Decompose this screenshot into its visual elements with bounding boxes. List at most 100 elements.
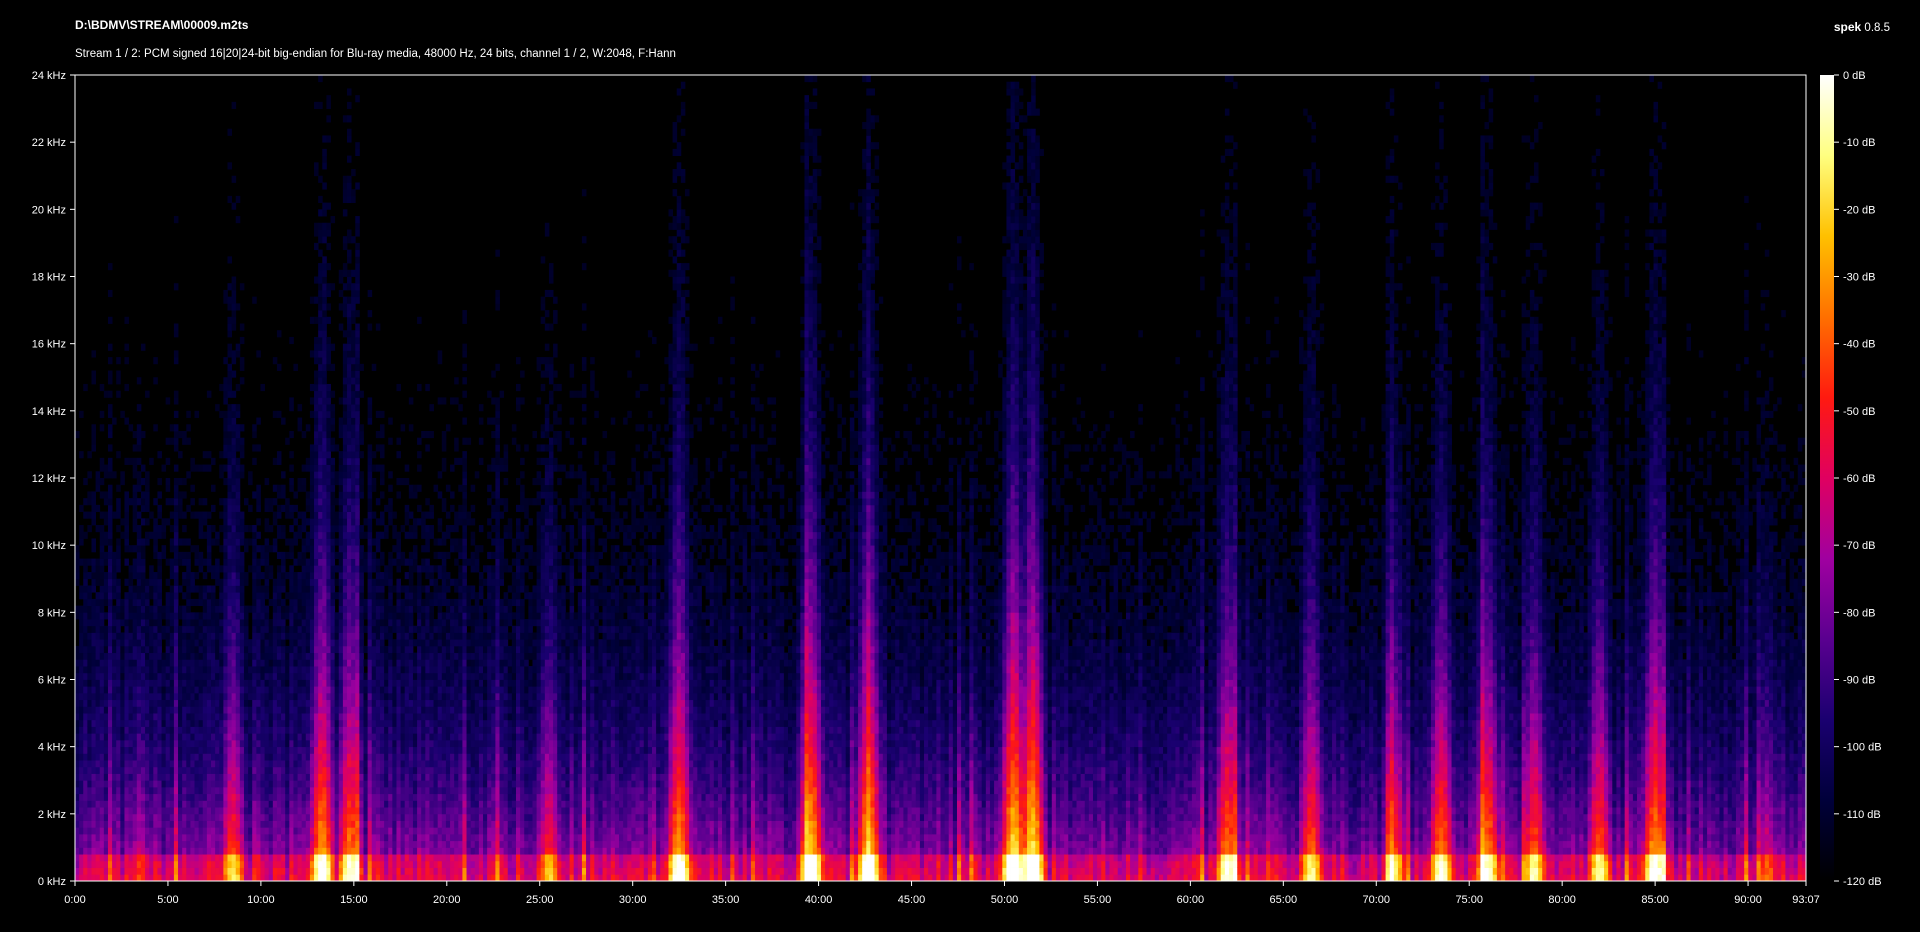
spectrogram-column bbox=[206, 390, 212, 882]
spectrogram-column bbox=[717, 316, 723, 882]
spectrogram-column bbox=[190, 457, 195, 882]
spectrogram-column bbox=[355, 95, 360, 882]
spectrogram-column bbox=[491, 370, 496, 882]
spectrogram-column bbox=[1455, 518, 1461, 882]
spectrogram-column bbox=[1690, 464, 1696, 882]
spectrogram-column bbox=[878, 296, 884, 882]
spectrogram-column bbox=[1661, 122, 1667, 882]
spectrogram-column bbox=[474, 471, 480, 882]
spectrogram-column bbox=[1138, 330, 1143, 882]
spectrogram-column bbox=[763, 444, 768, 882]
spectrogram-column bbox=[1233, 81, 1238, 882]
spectrogram-column bbox=[248, 471, 253, 882]
spectrogram-column bbox=[91, 350, 97, 882]
spectrogram-column bbox=[165, 397, 171, 882]
spectrogram-column bbox=[1550, 390, 1555, 882]
spectrogram-column bbox=[907, 363, 913, 882]
spectrogram-column bbox=[1711, 410, 1716, 882]
spectrogram-column bbox=[1241, 430, 1246, 882]
spectrogram-column bbox=[833, 464, 838, 882]
spectrogram-column bbox=[1773, 404, 1778, 882]
spectrogram-column bbox=[379, 410, 385, 882]
spectrogram-column bbox=[1402, 323, 1407, 882]
spectrogram-column bbox=[1472, 397, 1477, 882]
spectrogram-column bbox=[1080, 410, 1086, 882]
spectrogram-column bbox=[1047, 585, 1053, 882]
spectrogram-column bbox=[886, 437, 892, 882]
spectrogram-column bbox=[520, 370, 525, 882]
spectrogram-column bbox=[610, 417, 616, 882]
y-tick-label: 22 kHz bbox=[32, 137, 66, 149]
spectrogram-column bbox=[1604, 269, 1609, 882]
spectrogram-column bbox=[994, 410, 999, 882]
spectrogram-column bbox=[1158, 437, 1164, 882]
spectrogram-column bbox=[466, 437, 472, 882]
x-tick-label: 70:00 bbox=[1363, 894, 1391, 906]
spectrogram-column bbox=[540, 256, 546, 882]
spectrogram-column bbox=[450, 397, 455, 882]
spectrogram-column bbox=[932, 383, 937, 882]
db-tick-label: 0 dB bbox=[1843, 70, 1866, 82]
spectrogram-column bbox=[1253, 357, 1259, 882]
spectrogram-column bbox=[1266, 330, 1271, 882]
x-tick-label: 93:07 bbox=[1792, 894, 1820, 906]
spectrogram-column bbox=[726, 504, 731, 882]
spectrogram-column bbox=[643, 383, 649, 882]
spectrogram-column bbox=[289, 336, 294, 882]
spectrogram-column bbox=[936, 390, 941, 882]
spectrogram-column bbox=[1014, 81, 1020, 882]
spectrogram-column bbox=[1488, 88, 1494, 882]
spectrogram-column bbox=[1665, 377, 1671, 882]
spectrogram-column bbox=[1286, 430, 1292, 882]
spectrogram-column bbox=[1257, 451, 1263, 882]
spectrogram-column bbox=[1220, 155, 1226, 882]
spectrogram-column bbox=[792, 525, 797, 882]
spectrogram-column bbox=[1439, 101, 1444, 882]
spectrogram-column bbox=[1327, 457, 1333, 882]
spectrogram-column bbox=[660, 383, 665, 882]
spectrogram-column bbox=[734, 417, 739, 882]
spectrogram-column bbox=[1072, 417, 1077, 882]
spectrogram-column bbox=[322, 135, 327, 882]
spectrogram-column bbox=[722, 424, 727, 882]
spectrogram-column bbox=[79, 410, 84, 882]
spectrogram-column bbox=[849, 202, 855, 882]
spectrogram-column bbox=[260, 383, 265, 882]
spectrogram-column bbox=[1748, 491, 1753, 882]
spectrogram-column bbox=[672, 122, 678, 882]
spectrogram-column bbox=[252, 296, 257, 882]
spectrogram-column bbox=[1179, 457, 1185, 882]
db-tick-label: -30 dB bbox=[1843, 272, 1875, 284]
spectrogram-column bbox=[1348, 484, 1354, 882]
spectrogram-column bbox=[1781, 310, 1786, 882]
spectrogram-column bbox=[75, 430, 80, 882]
spectrogram-column bbox=[136, 377, 142, 882]
spectrogram-column bbox=[417, 316, 422, 882]
spectrogram-column bbox=[1229, 75, 1234, 882]
spectrogram-column bbox=[1686, 323, 1691, 882]
spectrogram-column bbox=[281, 417, 286, 882]
spectrogram-column bbox=[573, 390, 579, 882]
spectrogram-column bbox=[1261, 410, 1267, 882]
spectrogram-column bbox=[1002, 162, 1007, 882]
spectrogram-column bbox=[1785, 464, 1790, 882]
spectrogram-column bbox=[1752, 457, 1757, 882]
spectrogram-column bbox=[1476, 256, 1481, 882]
spectrogram-column bbox=[116, 357, 121, 882]
spectrogram-column bbox=[112, 417, 117, 882]
spectrogram-column bbox=[198, 464, 204, 882]
spectrogram-column bbox=[1303, 108, 1308, 882]
spectrogram-column bbox=[334, 444, 340, 882]
spectrogram-column bbox=[1616, 370, 1621, 882]
spectrogram-column bbox=[215, 404, 220, 882]
spectrogram-column bbox=[1196, 330, 1201, 882]
db-tick-label: -70 dB bbox=[1843, 540, 1875, 552]
spectrogram-column bbox=[656, 424, 661, 882]
spectrogram-column bbox=[684, 189, 690, 882]
spectrogram-column bbox=[441, 397, 447, 882]
spectrogram-column bbox=[779, 464, 785, 882]
spectrogram-column bbox=[1278, 404, 1283, 882]
spectrogram-column bbox=[528, 498, 533, 882]
spectrogram-column bbox=[1204, 484, 1209, 882]
spectrogram-column bbox=[1299, 310, 1304, 882]
